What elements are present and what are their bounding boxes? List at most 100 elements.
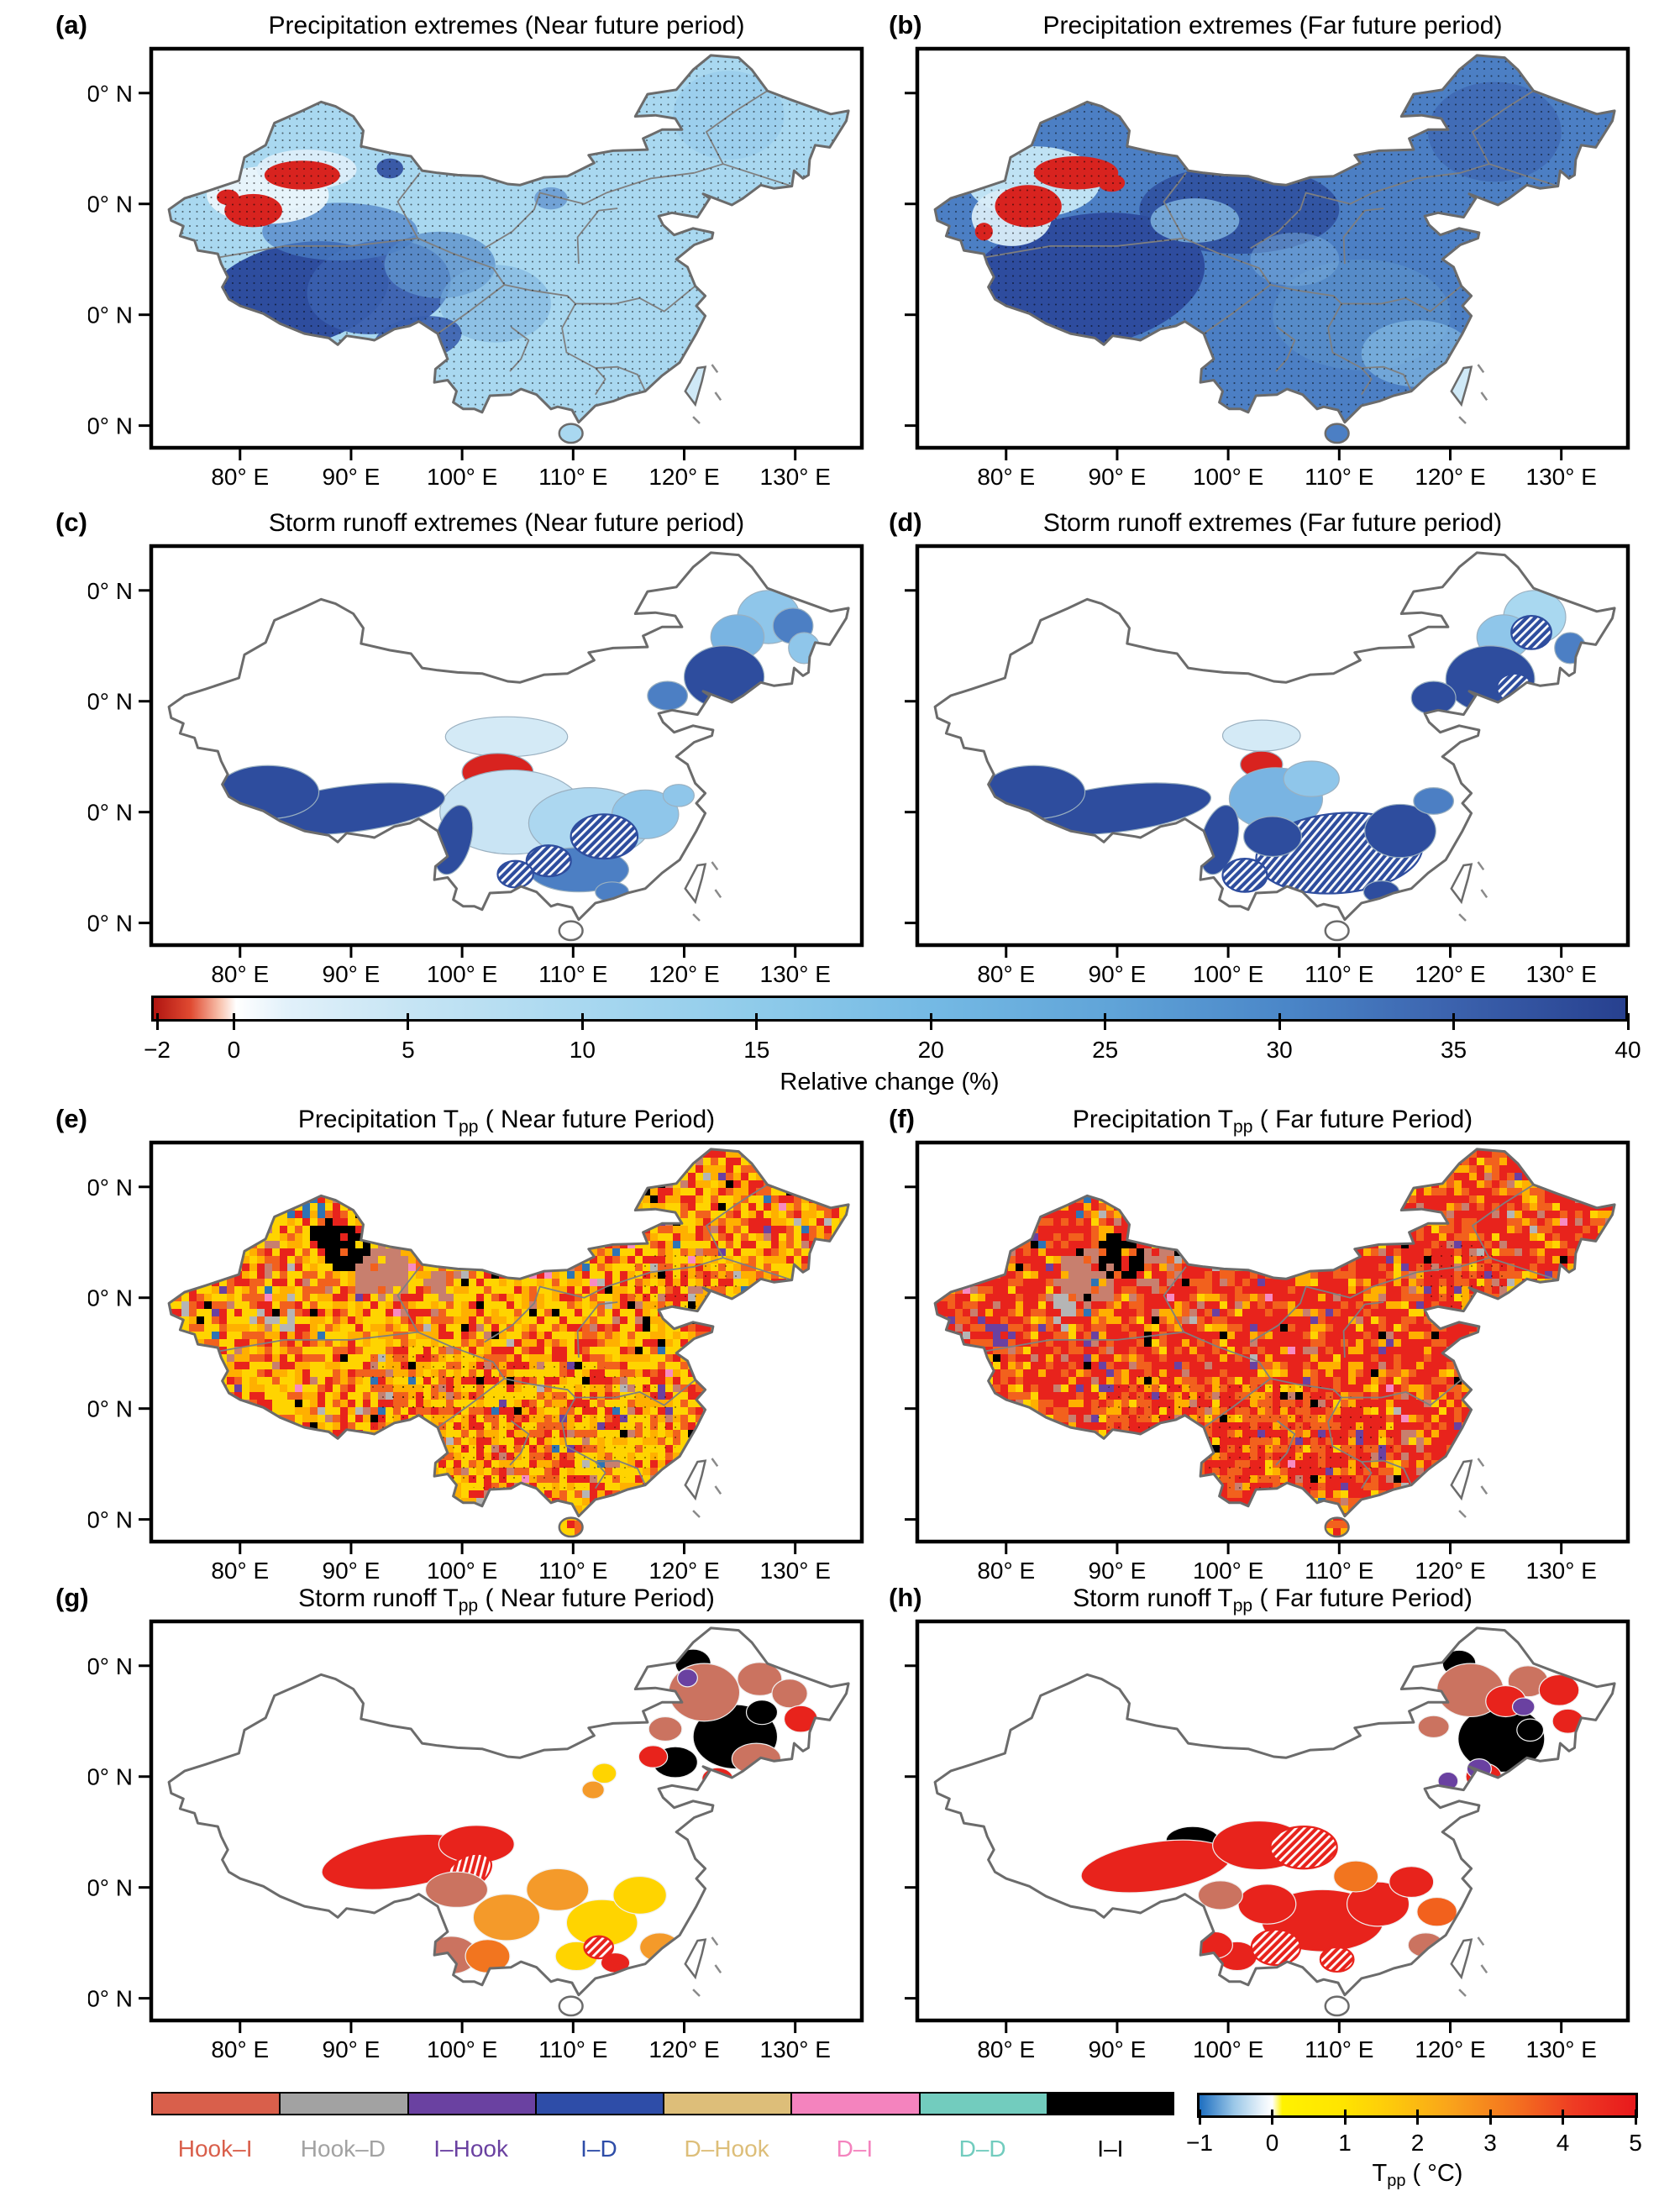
- x-tick-label: 100° E: [427, 2036, 497, 2062]
- x-tick-label: 130° E: [760, 961, 831, 987]
- x-tick-label: 100° E: [427, 961, 497, 987]
- colorbar-tick: [407, 1013, 409, 1030]
- legend-label: Hook–I: [178, 2136, 253, 2162]
- legend-label: I–Hook: [433, 2136, 508, 2162]
- title-text: Storm runoff T: [298, 1584, 459, 1612]
- y-tick-label: 50° N: [88, 1174, 133, 1201]
- x-tick-label: 100° E: [1193, 464, 1263, 490]
- colorbar-tick-label: 30: [1267, 1037, 1293, 1064]
- title-text: ( Near future Period): [478, 1584, 715, 1612]
- relative-change-axis-label: Relative change (%): [151, 1069, 1628, 1096]
- colorbar-tick-label: −1: [1186, 2130, 1213, 2157]
- colorbar-tick: [1271, 2110, 1273, 2125]
- x-tick-label: 130° E: [1526, 961, 1597, 987]
- y-tick-label: 30° N: [88, 302, 133, 328]
- title-text: ( Far future Period): [1252, 1106, 1473, 1133]
- colorbar-tick-label: 4: [1557, 2130, 1570, 2157]
- tpp-label-text: T: [1373, 2160, 1388, 2187]
- legend-swatch-i-i: [1047, 2092, 1174, 2115]
- x-tick-label: 120° E: [648, 961, 719, 987]
- colorbar-tick-label: 3: [1483, 2130, 1497, 2157]
- colorbar-tick-label: −2: [144, 1037, 171, 1064]
- x-tick-label: 90° E: [323, 961, 381, 987]
- y-tick-label: 20° N: [88, 1507, 133, 1533]
- colorbar-tick: [1635, 2110, 1637, 2125]
- legend-swatch-d-d: [919, 2092, 1049, 2115]
- y-tick-label: 20° N: [88, 1986, 133, 2012]
- y-tick-label: 40° N: [88, 1285, 133, 1311]
- colorbar-tick-label: 35: [1441, 1037, 1467, 1064]
- x-tick-label: 130° E: [760, 464, 831, 490]
- colorbar-tick: [1416, 2110, 1419, 2125]
- tpp-label-text: ( °C): [1406, 2160, 1463, 2187]
- panel-f-label: (f): [889, 1104, 915, 1134]
- colorbar-tick: [1104, 1013, 1106, 1030]
- legend-label: I–I: [1097, 2136, 1123, 2162]
- x-tick-label: 110° E: [1305, 2036, 1373, 2062]
- legend-swatch-d-hook: [663, 2092, 793, 2115]
- tpp-axis-label: Tpp ( °C): [1197, 2160, 1638, 2191]
- panel-e-label: (e): [55, 1104, 87, 1134]
- colorbar-tick: [930, 1013, 932, 1030]
- title-text: Precipitation T: [298, 1106, 459, 1133]
- colorbar-tick-label: 20: [918, 1037, 944, 1064]
- colorbar-tick-label: 25: [1092, 1037, 1118, 1064]
- x-tick-label: 80° E: [977, 464, 1035, 490]
- x-tick-label: 100° E: [1193, 1558, 1263, 1584]
- colorbar-tick: [1278, 1013, 1281, 1030]
- colorbar-tick: [233, 1013, 235, 1030]
- legend-label: D–I: [837, 2136, 874, 2162]
- x-tick-label: 80° E: [977, 961, 1035, 987]
- x-tick-label: 100° E: [427, 1558, 497, 1584]
- x-tick-label: 100° E: [1193, 2036, 1263, 2062]
- legend-swatch-hook-i: [151, 2092, 281, 2115]
- colorbar-tick-label: 2: [1411, 2130, 1425, 2157]
- colorbar-tick-label: 5: [402, 1037, 415, 1064]
- colorbar-tick: [581, 1013, 584, 1030]
- colorbar-tick-label: 15: [743, 1037, 769, 1064]
- x-tick-label: 130° E: [1526, 2036, 1597, 2062]
- colorbar-tick-label: 0: [228, 1037, 241, 1064]
- x-tick-label: 120° E: [1415, 464, 1485, 490]
- x-tick-label: 100° E: [1193, 961, 1263, 987]
- title-text: Precipitation T: [1073, 1106, 1233, 1133]
- relative-change-gradient-bar: [151, 996, 1628, 1022]
- x-tick-label: 120° E: [1415, 961, 1485, 987]
- colorbar-tick: [1344, 2110, 1347, 2125]
- y-tick-label: 40° N: [88, 1764, 133, 1790]
- colorbar-tick: [1562, 2110, 1564, 2125]
- title-text: Storm runoff extremes (Far future period…: [1043, 509, 1502, 537]
- panel-a-label: (a): [55, 10, 87, 40]
- x-tick-label: 120° E: [648, 464, 719, 490]
- x-tick-label: 120° E: [648, 1558, 719, 1584]
- colorbar-tick: [1452, 1013, 1455, 1030]
- x-tick-label: 110° E: [538, 464, 607, 490]
- x-tick-label: 90° E: [1089, 1558, 1147, 1584]
- colorbar-tick-label: 10: [570, 1037, 596, 1064]
- tpp-label-subscript: pp: [1387, 2172, 1405, 2190]
- x-tick-label: 80° E: [977, 1558, 1035, 1584]
- x-tick-label: 80° E: [211, 464, 269, 490]
- x-tick-label: 130° E: [1526, 1558, 1597, 1584]
- colorbar-tick: [1627, 1013, 1630, 1030]
- colorbar-tick-label: 1: [1338, 2130, 1352, 2157]
- x-tick-label: 80° E: [977, 2036, 1035, 2062]
- x-tick-label: 90° E: [1089, 2036, 1147, 2062]
- colorbar-tick: [1489, 2110, 1492, 2125]
- colorbar-tick: [1199, 2110, 1201, 2125]
- x-tick-label: 100° E: [427, 464, 497, 490]
- x-tick-label: 120° E: [648, 2036, 719, 2062]
- title-text: Storm runoff extremes (Near future perio…: [269, 509, 744, 537]
- x-tick-label: 80° E: [211, 1558, 269, 1584]
- colorbar-tick: [755, 1013, 758, 1030]
- x-tick-label: 90° E: [1089, 961, 1147, 987]
- y-tick-label: 30° N: [88, 1396, 133, 1422]
- legend-swatch-i-hook: [407, 2092, 538, 2115]
- x-tick-label: 110° E: [538, 2036, 607, 2062]
